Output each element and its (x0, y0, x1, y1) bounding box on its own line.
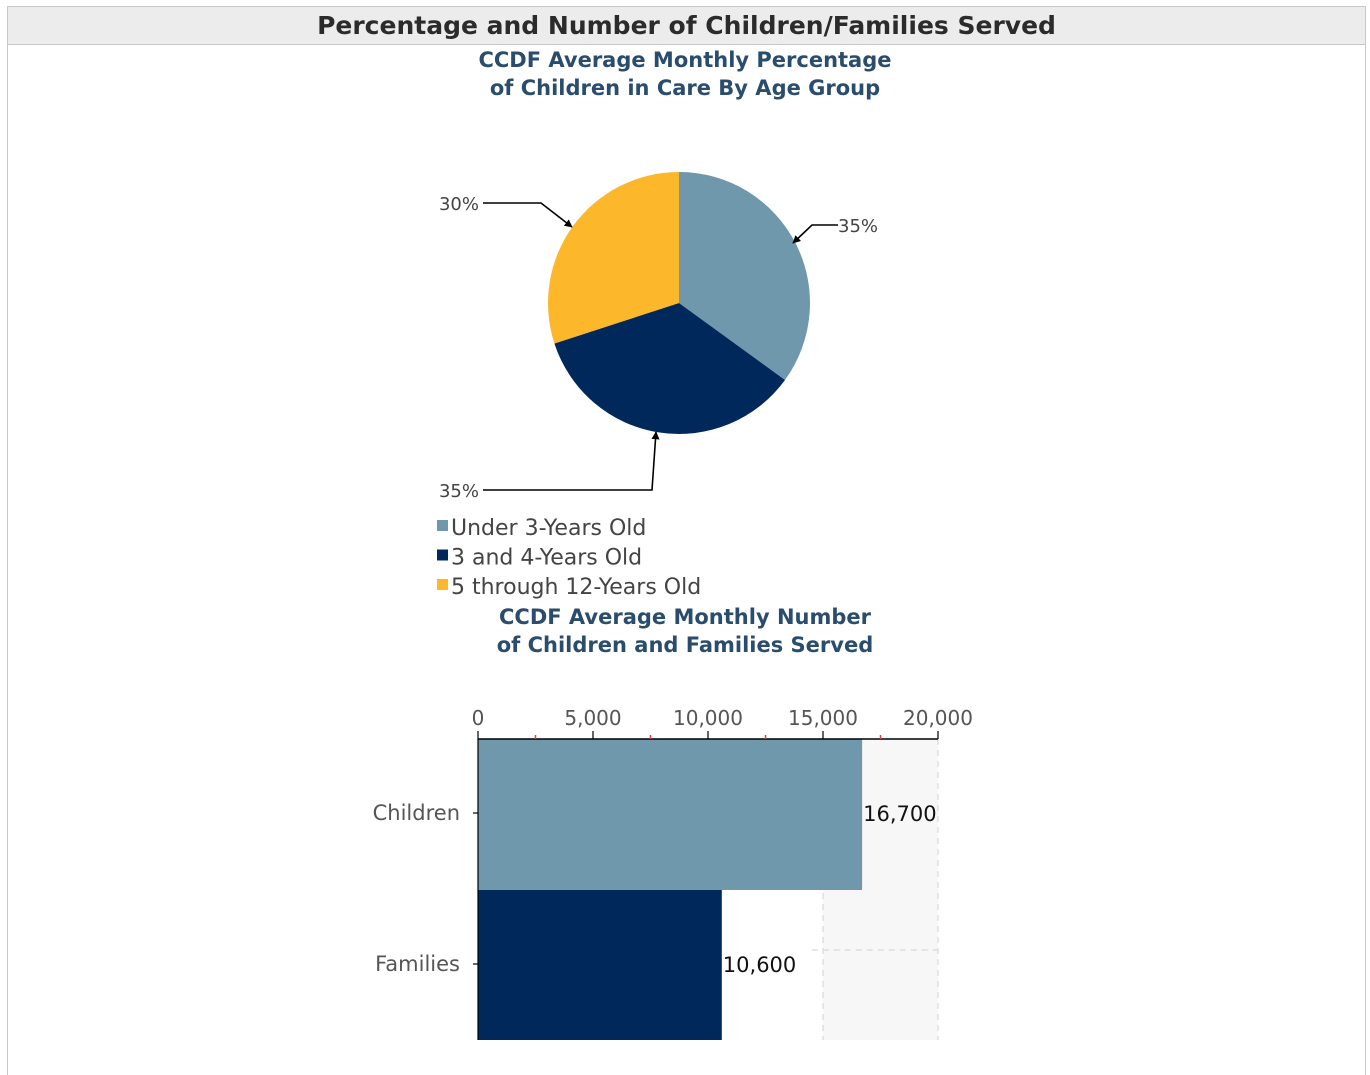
pie-callout-label-3: 30% (439, 194, 479, 215)
pie-chart-title-line2: of Children in Care By Age Group (489, 76, 881, 100)
value-label-families: 10,600 (723, 953, 796, 977)
bar-chart-title-line1: CCDF Average Monthly Number (499, 605, 871, 629)
x-tick-label-1: 5,000 (564, 706, 621, 730)
pie-callout-label-1: 35% (838, 216, 878, 237)
pie-slice-1 (679, 172, 810, 380)
panel-frame (7, 6, 1366, 1075)
pie-chart-title-line1: CCDF Average Monthly Percentage (478, 48, 892, 72)
category-label-children: Children (373, 801, 460, 825)
value-label-children: 16,700 (863, 802, 936, 826)
bar-chart-title-line2: of Children and Families Served (496, 633, 874, 657)
legend-label-3: 5 through 12-Years Old (451, 575, 701, 600)
category-label-families: Families (375, 952, 460, 976)
x-tick-label-4: 20,000 (903, 706, 973, 730)
legend-label-2: 3 and 4-Years Old (451, 546, 642, 571)
legend-label-1: Under 3-Years Old (451, 516, 646, 541)
bar-children (478, 739, 863, 890)
legend-swatch-2 (437, 549, 448, 561)
legend-swatch-3 (437, 579, 448, 590)
panel-header: Percentage and Number of Children/Famili… (8, 7, 1365, 45)
x-tick-label-0: 0 (472, 706, 485, 730)
pie-slice-3 (547, 172, 679, 344)
pie-callout-line-2 (483, 431, 660, 491)
pie-chart: 35% 35% 30% Under 3-Years Old 3 and 4-Years… (437, 172, 878, 600)
pie-callout-line-3 (483, 202, 573, 228)
pie-slice-2 (554, 303, 785, 435)
bar-families (478, 890, 722, 1040)
pie-callout-label-2: 35% (439, 481, 479, 502)
legend-swatch-1 (437, 520, 448, 531)
pie-callout-line-1 (792, 224, 838, 244)
x-tick-label-2: 10,000 (673, 706, 743, 730)
x-tick-label-3: 15,000 (788, 706, 858, 730)
